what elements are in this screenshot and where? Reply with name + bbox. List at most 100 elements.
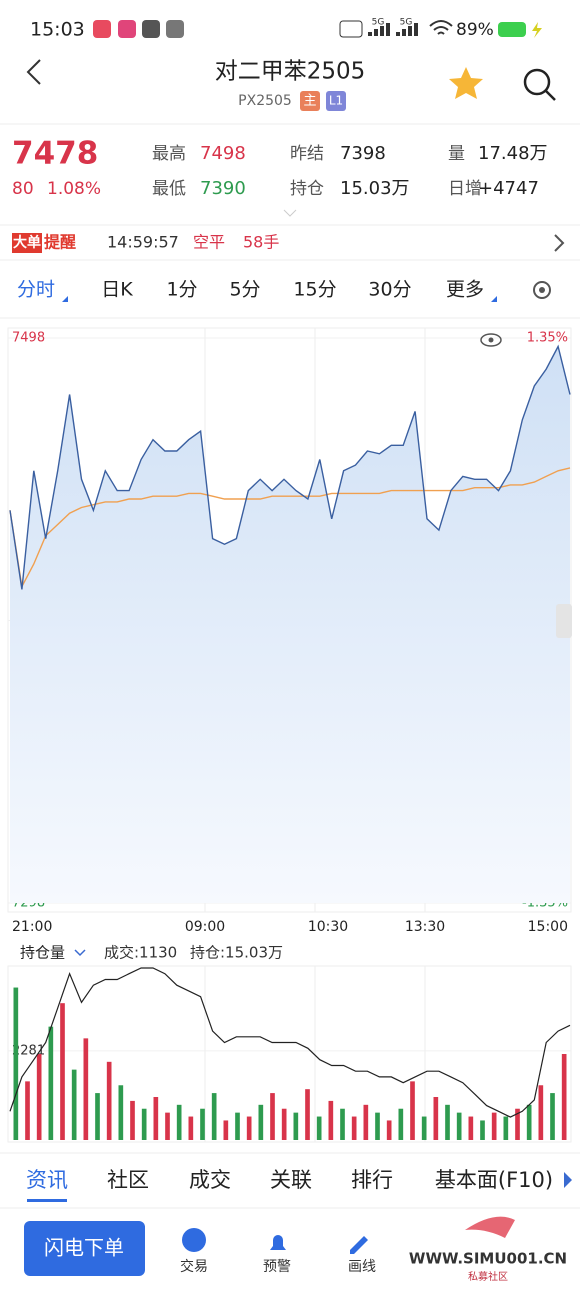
last-price: 7478 <box>12 136 98 172</box>
period-tab[interactable]: 30分 <box>368 279 411 301</box>
time-label: 15:00 <box>528 919 568 935</box>
volume-bar <box>340 1108 345 1140</box>
volume-bar <box>246 1116 252 1140</box>
volume-bar <box>503 1116 509 1140</box>
field-value: 7398 <box>340 143 386 164</box>
period-tab[interactable]: 5分 <box>229 279 260 301</box>
bottom-tab[interactable]: 排行 <box>351 1168 393 1192</box>
eye-pupil <box>488 337 494 343</box>
clock: 15:03 <box>30 19 85 41</box>
expand-icon[interactable] <box>283 209 297 217</box>
volume-bar <box>468 1116 474 1140</box>
volume-bar <box>375 1112 380 1140</box>
period-tab[interactable]: 1分 <box>166 279 197 301</box>
volume-bar <box>118 1085 124 1140</box>
field-label: 日增 <box>448 179 482 199</box>
app-icon <box>166 20 184 38</box>
field-value: 7390 <box>200 178 246 199</box>
period-tab[interactable]: 日K <box>101 279 133 301</box>
volume-bar <box>188 1116 194 1140</box>
tabs-more[interactable] <box>564 1172 572 1188</box>
settings-dot <box>539 287 545 293</box>
volume-bar <box>13 987 19 1140</box>
favorite-button[interactable] <box>449 67 483 99</box>
app-icon <box>93 20 111 38</box>
eye-button[interactable] <box>480 333 502 347</box>
volume-bar <box>141 1108 147 1140</box>
volume-text: 成交:1130 <box>104 944 177 962</box>
field-value: 15.03万 <box>340 178 410 199</box>
alert-badge-bg <box>12 233 42 253</box>
hd-icon <box>339 20 363 38</box>
battery-icon <box>498 22 526 37</box>
price-area <box>10 346 570 903</box>
volume-bar <box>491 1112 497 1140</box>
period-tab[interactable]: 更多 <box>446 279 484 301</box>
app-icon <box>142 20 160 38</box>
volume-bar <box>515 1108 520 1140</box>
field-label: 量 <box>448 144 465 164</box>
tab-indicator <box>62 296 68 302</box>
badge-main: 主 <box>303 94 316 109</box>
volume-bar <box>211 1093 217 1140</box>
search-button[interactable] <box>523 68 551 96</box>
oi-text: 持仓:15.03万 <box>190 944 283 962</box>
back-button[interactable] <box>26 59 41 85</box>
badge-main-bg <box>300 91 320 111</box>
alert-size: 58手 <box>243 233 279 252</box>
volume-bar <box>526 1104 532 1140</box>
volume-bar <box>95 1093 100 1140</box>
volume-bar <box>281 1108 287 1140</box>
bottom-tab[interactable]: 基本面(F10) <box>435 1168 553 1192</box>
alert-more[interactable] <box>554 234 565 252</box>
title: 对二甲苯2505 <box>215 59 366 85</box>
time-label: 21:00 <box>12 919 52 935</box>
dropdown-icon <box>74 949 86 957</box>
average-line <box>9 467 571 589</box>
side-handle[interactable] <box>556 604 572 638</box>
tab-underline <box>27 1199 67 1202</box>
watermark-logo <box>465 1216 515 1238</box>
bottom-tab[interactable]: 关联 <box>270 1168 312 1192</box>
order-button[interactable]: 闪电下单 <box>44 1236 124 1260</box>
volume-bar <box>165 1112 170 1140</box>
volume-bar <box>235 1112 240 1140</box>
volume-bar <box>363 1104 369 1140</box>
period-tab[interactable]: 15分 <box>293 279 336 301</box>
bottom-tab[interactable]: 成交 <box>189 1168 231 1192</box>
trade-icon <box>182 1228 206 1252</box>
volume-bar <box>60 1003 65 1140</box>
volume-bar <box>258 1104 264 1140</box>
settings-button[interactable] <box>533 281 551 299</box>
nav-item[interactable]: 交易 <box>180 1258 208 1275</box>
volume-bar <box>351 1116 357 1140</box>
alarm-icon <box>270 1235 286 1250</box>
draw-icon <box>350 1236 368 1254</box>
volume-bar <box>83 1038 89 1140</box>
charging-icon <box>532 22 542 38</box>
field-label: 昨结 <box>290 144 324 164</box>
wifi-icon <box>429 20 453 35</box>
field-value: 17.48万 <box>478 143 548 164</box>
indicator-select[interactable]: 持仓量 <box>20 944 65 962</box>
time-label: 09:00 <box>185 919 225 935</box>
price-line <box>9 344 571 590</box>
volume-bar <box>328 1100 334 1140</box>
order-button-bg[interactable] <box>24 1221 145 1276</box>
search-handle <box>545 90 556 101</box>
bottom-tab[interactable]: 社区 <box>107 1168 149 1192</box>
period-tab[interactable]: 分时 <box>17 279 55 301</box>
open-interest-line <box>9 967 571 1118</box>
nav-item[interactable]: 预警 <box>263 1259 291 1275</box>
network: 5G <box>400 18 413 28</box>
volume-bar <box>316 1116 322 1140</box>
volume-bar <box>106 1061 112 1140</box>
bottom-tab[interactable]: 资讯 <box>26 1168 68 1192</box>
badge-level-bg <box>326 91 346 111</box>
volume-bar <box>561 1054 567 1140</box>
volume-bar <box>200 1108 205 1140</box>
nav-item[interactable]: 画线 <box>348 1259 376 1275</box>
volume-bar <box>456 1112 462 1140</box>
field-value: 7498 <box>200 143 246 164</box>
